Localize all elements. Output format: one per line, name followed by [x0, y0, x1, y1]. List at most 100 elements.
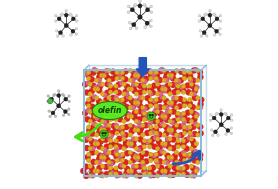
Circle shape	[113, 154, 120, 160]
Circle shape	[94, 160, 99, 164]
Circle shape	[177, 96, 183, 102]
Circle shape	[114, 144, 118, 149]
Circle shape	[130, 78, 135, 83]
Circle shape	[90, 146, 95, 151]
Circle shape	[104, 101, 110, 108]
Circle shape	[176, 139, 180, 143]
Circle shape	[107, 105, 111, 110]
Circle shape	[202, 31, 206, 35]
Circle shape	[143, 76, 149, 82]
Circle shape	[133, 98, 138, 104]
Circle shape	[96, 143, 102, 149]
Circle shape	[90, 116, 96, 122]
Circle shape	[168, 102, 173, 107]
Circle shape	[181, 144, 186, 149]
Circle shape	[123, 143, 129, 149]
Circle shape	[148, 125, 153, 129]
Circle shape	[134, 146, 139, 151]
Circle shape	[136, 164, 143, 170]
Circle shape	[230, 119, 233, 122]
Circle shape	[158, 68, 164, 74]
Circle shape	[95, 87, 100, 91]
Circle shape	[154, 73, 160, 79]
Circle shape	[157, 170, 163, 176]
Circle shape	[169, 73, 174, 78]
Circle shape	[80, 168, 86, 174]
Circle shape	[116, 75, 121, 80]
Circle shape	[108, 90, 113, 94]
Circle shape	[175, 86, 181, 92]
Circle shape	[89, 170, 95, 177]
Circle shape	[165, 136, 170, 142]
Circle shape	[162, 68, 166, 73]
Circle shape	[142, 139, 147, 143]
Circle shape	[93, 139, 98, 145]
Circle shape	[102, 73, 106, 78]
Circle shape	[129, 141, 134, 146]
Circle shape	[62, 35, 64, 37]
Circle shape	[94, 123, 99, 128]
Circle shape	[120, 98, 125, 102]
Circle shape	[129, 114, 134, 119]
Circle shape	[164, 105, 169, 110]
Circle shape	[112, 85, 118, 91]
Circle shape	[182, 131, 187, 135]
Bar	[89, 65, 206, 171]
Circle shape	[53, 93, 56, 96]
Circle shape	[160, 141, 165, 146]
Circle shape	[210, 129, 213, 131]
Circle shape	[157, 158, 163, 164]
Circle shape	[190, 138, 196, 144]
Circle shape	[147, 166, 152, 170]
Circle shape	[152, 115, 153, 116]
Circle shape	[90, 173, 95, 178]
Circle shape	[155, 82, 160, 87]
Circle shape	[60, 14, 63, 16]
Circle shape	[197, 74, 203, 80]
Circle shape	[133, 126, 138, 131]
Ellipse shape	[92, 102, 127, 120]
Circle shape	[153, 153, 159, 159]
Circle shape	[152, 71, 157, 76]
Circle shape	[114, 146, 120, 151]
Circle shape	[88, 137, 92, 141]
Circle shape	[171, 118, 177, 124]
Circle shape	[162, 78, 166, 83]
Circle shape	[194, 141, 198, 146]
Circle shape	[114, 90, 118, 94]
Circle shape	[129, 129, 135, 135]
Circle shape	[195, 133, 200, 137]
Circle shape	[110, 76, 115, 82]
Circle shape	[172, 165, 178, 171]
Circle shape	[148, 91, 153, 96]
Circle shape	[104, 144, 110, 150]
Circle shape	[150, 25, 152, 28]
Circle shape	[187, 135, 192, 140]
Circle shape	[167, 126, 172, 131]
Circle shape	[129, 169, 134, 173]
Circle shape	[165, 88, 171, 94]
Circle shape	[214, 130, 217, 134]
Circle shape	[82, 81, 88, 87]
Circle shape	[160, 169, 165, 173]
Circle shape	[115, 158, 119, 163]
Circle shape	[111, 123, 117, 129]
Circle shape	[144, 170, 149, 175]
Circle shape	[182, 76, 187, 81]
Circle shape	[54, 14, 57, 17]
Circle shape	[185, 110, 191, 116]
Circle shape	[189, 174, 194, 178]
Circle shape	[204, 13, 207, 15]
Circle shape	[142, 90, 147, 94]
Circle shape	[128, 68, 133, 73]
Circle shape	[100, 119, 105, 123]
Circle shape	[68, 100, 71, 103]
Circle shape	[115, 70, 119, 75]
Circle shape	[133, 71, 138, 76]
Circle shape	[154, 98, 158, 102]
Circle shape	[188, 70, 192, 75]
Circle shape	[122, 174, 126, 178]
Circle shape	[183, 137, 189, 143]
Circle shape	[84, 89, 90, 95]
Circle shape	[138, 123, 143, 128]
